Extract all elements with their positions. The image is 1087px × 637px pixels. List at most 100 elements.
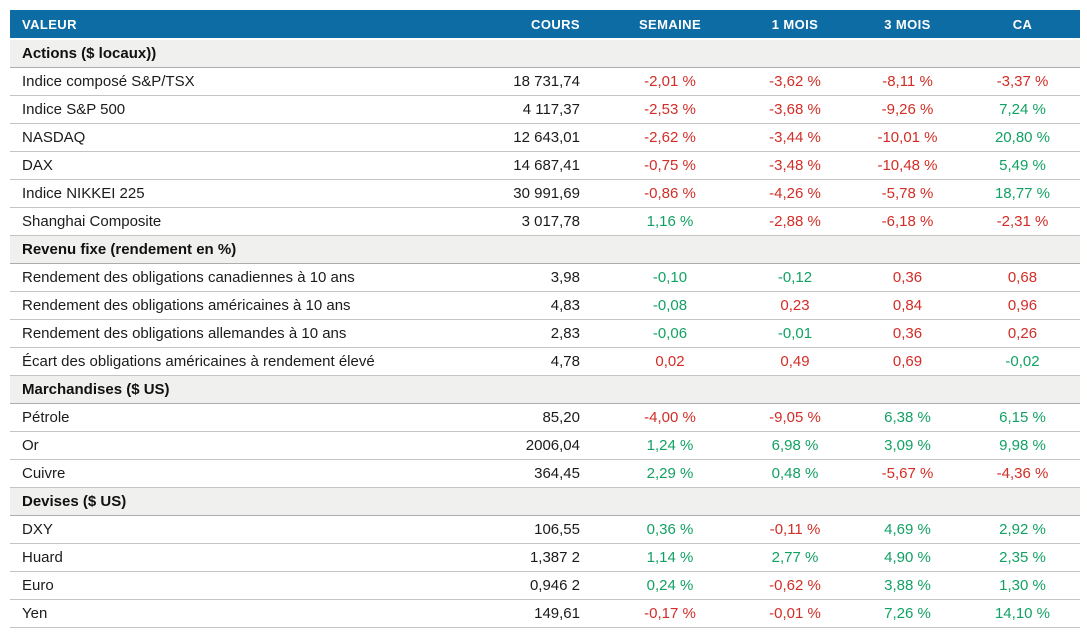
change-value: 9,98 % [965, 431, 1080, 460]
row-label: Rendement des obligations américaines à … [10, 291, 460, 320]
row-label: Euro [10, 571, 460, 600]
change-value: -4,26 % [740, 179, 850, 208]
header-row: VALEUR COURS SEMAINE 1 MOIS 3 MOIS CA [10, 10, 1080, 40]
change-value: -3,62 % [740, 67, 850, 96]
row-label: NASDAQ [10, 123, 460, 152]
change-value: 5,49 % [965, 151, 1080, 180]
change-value: -4,00 % [600, 403, 740, 432]
change-value: 0,36 [850, 263, 965, 292]
column-header-valeur: VALEUR [10, 10, 460, 40]
change-value: 6,15 % [965, 403, 1080, 432]
row-label: Écart des obligations américaines à rend… [10, 347, 460, 376]
change-value: -0,06 [600, 319, 740, 348]
change-value: 6,98 % [740, 431, 850, 460]
section-header-row: Revenu fixe (rendement en %) [10, 235, 1080, 264]
cours-value: 30 991,69 [460, 179, 600, 208]
change-value: 0,84 [850, 291, 965, 320]
row-label: Or [10, 431, 460, 460]
change-value: 0,68 [965, 263, 1080, 292]
change-value: 3,88 % [850, 571, 965, 600]
change-value: 0,49 [740, 347, 850, 376]
change-value: -0,62 % [740, 571, 850, 600]
change-value: -5,67 % [850, 459, 965, 488]
change-value: -0,17 % [600, 599, 740, 628]
table-row: Indice S&P 500 4 117,37 -2,53 % -3,68 % -9,2… [10, 95, 1080, 124]
column-header-ca: CA [965, 10, 1080, 40]
section-header-row: Devises ($ US) [10, 487, 1080, 516]
change-value: 7,24 % [965, 95, 1080, 124]
cours-value: 18 731,74 [460, 67, 600, 96]
change-value: 0,24 % [600, 571, 740, 600]
table-row: Yen 149,61 -0,17 % -0,01 % 7,26 % 14,10 % [10, 599, 1080, 628]
change-value: 2,35 % [965, 543, 1080, 572]
row-label: Indice composé S&P/TSX [10, 67, 460, 96]
row-label: Indice S&P 500 [10, 95, 460, 124]
change-value: -10,01 % [850, 123, 965, 152]
change-value: -3,48 % [740, 151, 850, 180]
cours-value: 85,20 [460, 403, 600, 432]
change-value: 0,23 [740, 291, 850, 320]
change-value: -4,36 % [965, 459, 1080, 488]
table-row: Écart des obligations américaines à rend… [10, 347, 1080, 376]
cours-value: 0,946 2 [460, 571, 600, 600]
table-row: Rendement des obligations américaines à … [10, 291, 1080, 320]
row-label: Shanghai Composite [10, 207, 460, 236]
cours-value: 4,78 [460, 347, 600, 376]
change-value: 0,96 [965, 291, 1080, 320]
cours-value: 106,55 [460, 515, 600, 544]
change-value: 0,26 [965, 319, 1080, 348]
row-label: Huard [10, 543, 460, 572]
change-value: -0,01 % [740, 599, 850, 628]
cours-value: 12 643,01 [460, 123, 600, 152]
table-row: DAX 14 687,41 -0,75 % -3,48 % -10,48 % 5,49 % [10, 151, 1080, 180]
change-value: -3,44 % [740, 123, 850, 152]
row-label: Rendement des obligations allemandes à 1… [10, 319, 460, 348]
section-title: Devises ($ US) [10, 487, 1080, 516]
change-value: 7,26 % [850, 599, 965, 628]
change-value: -2,88 % [740, 207, 850, 236]
cours-value: 4 117,37 [460, 95, 600, 124]
change-value: -3,37 % [965, 67, 1080, 96]
cours-value: 4,83 [460, 291, 600, 320]
change-value: 4,69 % [850, 515, 965, 544]
change-value: -0,86 % [600, 179, 740, 208]
table-row: DXY 106,55 0,36 % -0,11 % 4,69 % 2,92 % [10, 515, 1080, 544]
table-row: Rendement des obligations allemandes à 1… [10, 319, 1080, 348]
change-value: 2,77 % [740, 543, 850, 572]
change-value: 1,14 % [600, 543, 740, 572]
column-header-3-mois: 3 MOIS [850, 10, 965, 40]
row-label: Indice NIKKEI 225 [10, 179, 460, 208]
cours-value: 364,45 [460, 459, 600, 488]
change-value: 2,29 % [600, 459, 740, 488]
cours-value: 3,98 [460, 263, 600, 292]
section-header-row: Actions ($ locaux)) [10, 39, 1080, 68]
change-value: 0,48 % [740, 459, 850, 488]
section-title: Marchandises ($ US) [10, 375, 1080, 404]
section-header-row: Marchandises ($ US) [10, 375, 1080, 404]
change-value: -0,01 [740, 319, 850, 348]
table-row: Or 2006,04 1,24 % 6,98 % 3,09 % 9,98 % [10, 431, 1080, 460]
cours-value: 3 017,78 [460, 207, 600, 236]
row-label: Rendement des obligations canadiennes à … [10, 263, 460, 292]
change-value: -3,68 % [740, 95, 850, 124]
change-value: -9,05 % [740, 403, 850, 432]
change-value: 20,80 % [965, 123, 1080, 152]
change-value: 1,30 % [965, 571, 1080, 600]
change-value: 0,02 [600, 347, 740, 376]
change-value: 14,10 % [965, 599, 1080, 628]
cours-value: 149,61 [460, 599, 600, 628]
change-value: -8,11 % [850, 67, 965, 96]
change-value: -0,10 [600, 263, 740, 292]
change-value: 6,38 % [850, 403, 965, 432]
change-value: 0,69 [850, 347, 965, 376]
cours-value: 2006,04 [460, 431, 600, 460]
change-value: 4,90 % [850, 543, 965, 572]
row-label: Yen [10, 599, 460, 628]
table-row: Euro 0,946 2 0,24 % -0,62 % 3,88 % 1,30 % [10, 571, 1080, 600]
row-label: DAX [10, 151, 460, 180]
change-value: 2,92 % [965, 515, 1080, 544]
change-value: -9,26 % [850, 95, 965, 124]
change-value: 3,09 % [850, 431, 965, 460]
cours-value: 14 687,41 [460, 151, 600, 180]
